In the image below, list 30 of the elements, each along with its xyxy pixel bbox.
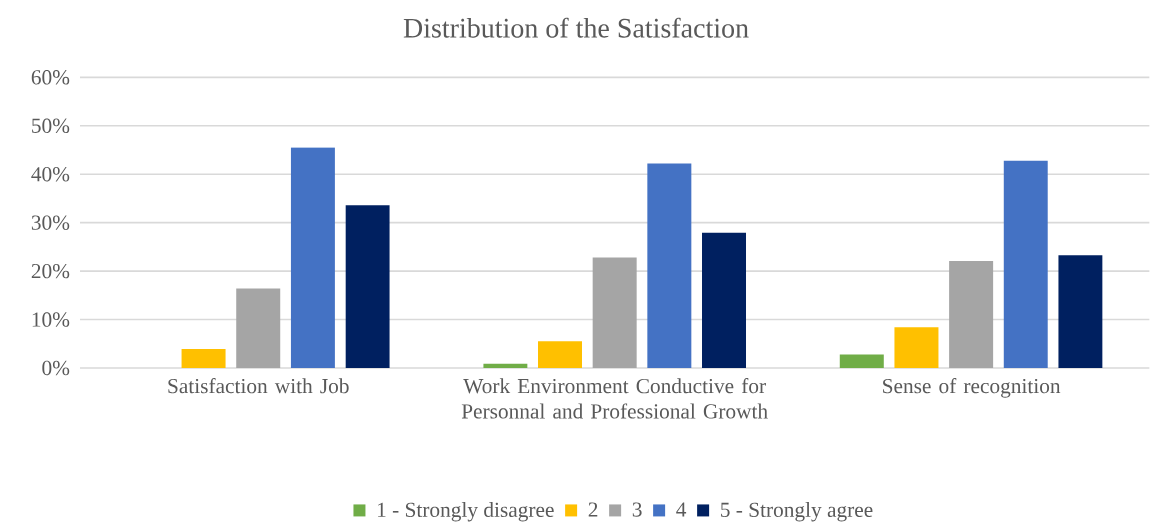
bar (181, 349, 226, 368)
bar (345, 205, 390, 368)
legend-label: 4 (676, 502, 687, 517)
bar (236, 288, 281, 368)
y-tick-label: 20% (31, 263, 70, 279)
bar (538, 341, 582, 368)
y-tick-label: 30% (31, 215, 70, 230)
bar (592, 257, 637, 368)
legend-label: 2 (588, 502, 598, 517)
legend-label: 3 (632, 502, 642, 517)
chart-title: Distribution of the Satisfaction (403, 17, 749, 38)
bar (949, 260, 994, 368)
bar (894, 327, 939, 368)
y-tick-label: 0% (42, 360, 70, 376)
legend-label: 5 - Strongly agree (721, 502, 873, 522)
bar (290, 147, 335, 368)
bar (1003, 160, 1048, 368)
y-tick-label: 40% (31, 167, 70, 182)
x-tick-label: Satisfaction with Job (168, 378, 349, 394)
legend-label: 1 - Strongly disagree (378, 502, 554, 522)
y-tick-label: 50% (32, 118, 70, 134)
x-tick-label: Work Environment Conductive for Personnal and Professional Growth (461, 378, 768, 419)
bar (839, 354, 884, 368)
bar (1058, 255, 1103, 368)
x-tick-label: Sense of recognition (883, 378, 1061, 398)
y-tick-label: 60% (31, 70, 70, 85)
bar (647, 163, 692, 368)
bar (483, 363, 528, 368)
bar (702, 232, 747, 368)
y-tick-label: 10% (32, 312, 70, 327)
